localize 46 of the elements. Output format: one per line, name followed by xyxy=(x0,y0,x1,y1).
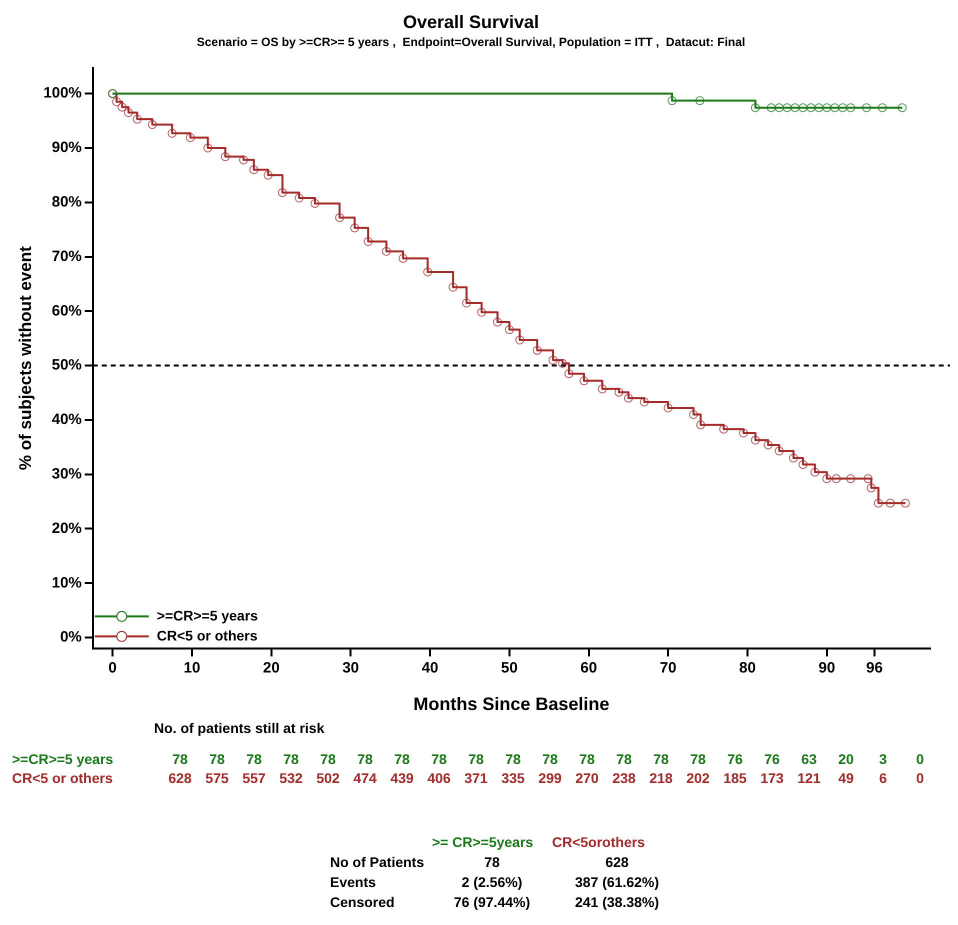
y-tick-label: 20% xyxy=(52,520,82,537)
x-tick-label: 40 xyxy=(422,660,438,677)
text: CR<5orothers xyxy=(552,833,646,852)
text: 76 (97.44%) xyxy=(452,893,532,912)
x-tick-label: 30 xyxy=(342,660,360,677)
chart-title: Overall Survival xyxy=(402,12,540,32)
text: No. of patients still at risk xyxy=(154,720,326,736)
x-tick-label: 96 xyxy=(866,660,883,677)
y-tick-label: 60% xyxy=(52,302,82,320)
y-tick-label: 90% xyxy=(52,139,82,156)
text: 78 78 78 78 78 78 78 78 78 78 78 78 78 78 76 76 63 20 3 0 xyxy=(209,751,924,767)
text: >=CR>=5 years xyxy=(12,751,114,767)
y-tick-label: 70% xyxy=(52,248,82,265)
y-tick-label: 0% xyxy=(60,628,82,646)
text: CR<5 or others xyxy=(12,770,113,786)
x-tick-label: 80 xyxy=(739,660,756,677)
legend-label: >=CR>=5 years xyxy=(156,607,258,624)
text: No of Patients xyxy=(330,853,426,872)
legend-label: CR<5 or others xyxy=(156,627,258,644)
y-axis-title: % of subjects without event xyxy=(16,246,35,470)
y-tick-label: 40% xyxy=(52,411,82,428)
chart-subtitle: Scenario = OS by >=CR>= 5 years , Endpoint=Overall Survival, Population = ITT , Datacut: Final xyxy=(196,35,746,50)
x-tick-label: 10 xyxy=(184,660,200,677)
text: >= CR>=5years xyxy=(432,833,534,852)
x-axis-title: Months Since Baseline xyxy=(413,694,610,714)
text: 575 557 532 502 474 439 406 371 335 299 270 238 218 202 185 173 121 49 6 0 xyxy=(205,770,924,786)
text: 78 xyxy=(171,750,189,769)
text: 241 (38.38%) xyxy=(574,893,660,912)
text: Events xyxy=(330,873,377,892)
text: 628 xyxy=(167,769,193,788)
y-tick-label: 10% xyxy=(52,574,82,592)
x-tick-label: 20 xyxy=(262,660,280,677)
y-tick-label: 80% xyxy=(52,194,82,210)
text: 387 (61.62%) xyxy=(574,873,660,892)
text: 628 xyxy=(605,854,629,870)
text: 78 xyxy=(484,854,500,870)
y-tick-label: 30% xyxy=(52,465,82,482)
text: Censored xyxy=(330,893,396,912)
x-tick-label: 0 xyxy=(108,660,117,677)
x-tick-label: 50 xyxy=(501,660,518,677)
x-tick-label: 70 xyxy=(660,660,676,677)
text: 2 (2.56%) xyxy=(460,873,524,892)
x-tick-label: 90 xyxy=(818,660,836,677)
y-tick-label: 100% xyxy=(43,84,82,102)
x-tick-label: 60 xyxy=(580,660,598,677)
y-tick-label: 50% xyxy=(52,356,82,374)
